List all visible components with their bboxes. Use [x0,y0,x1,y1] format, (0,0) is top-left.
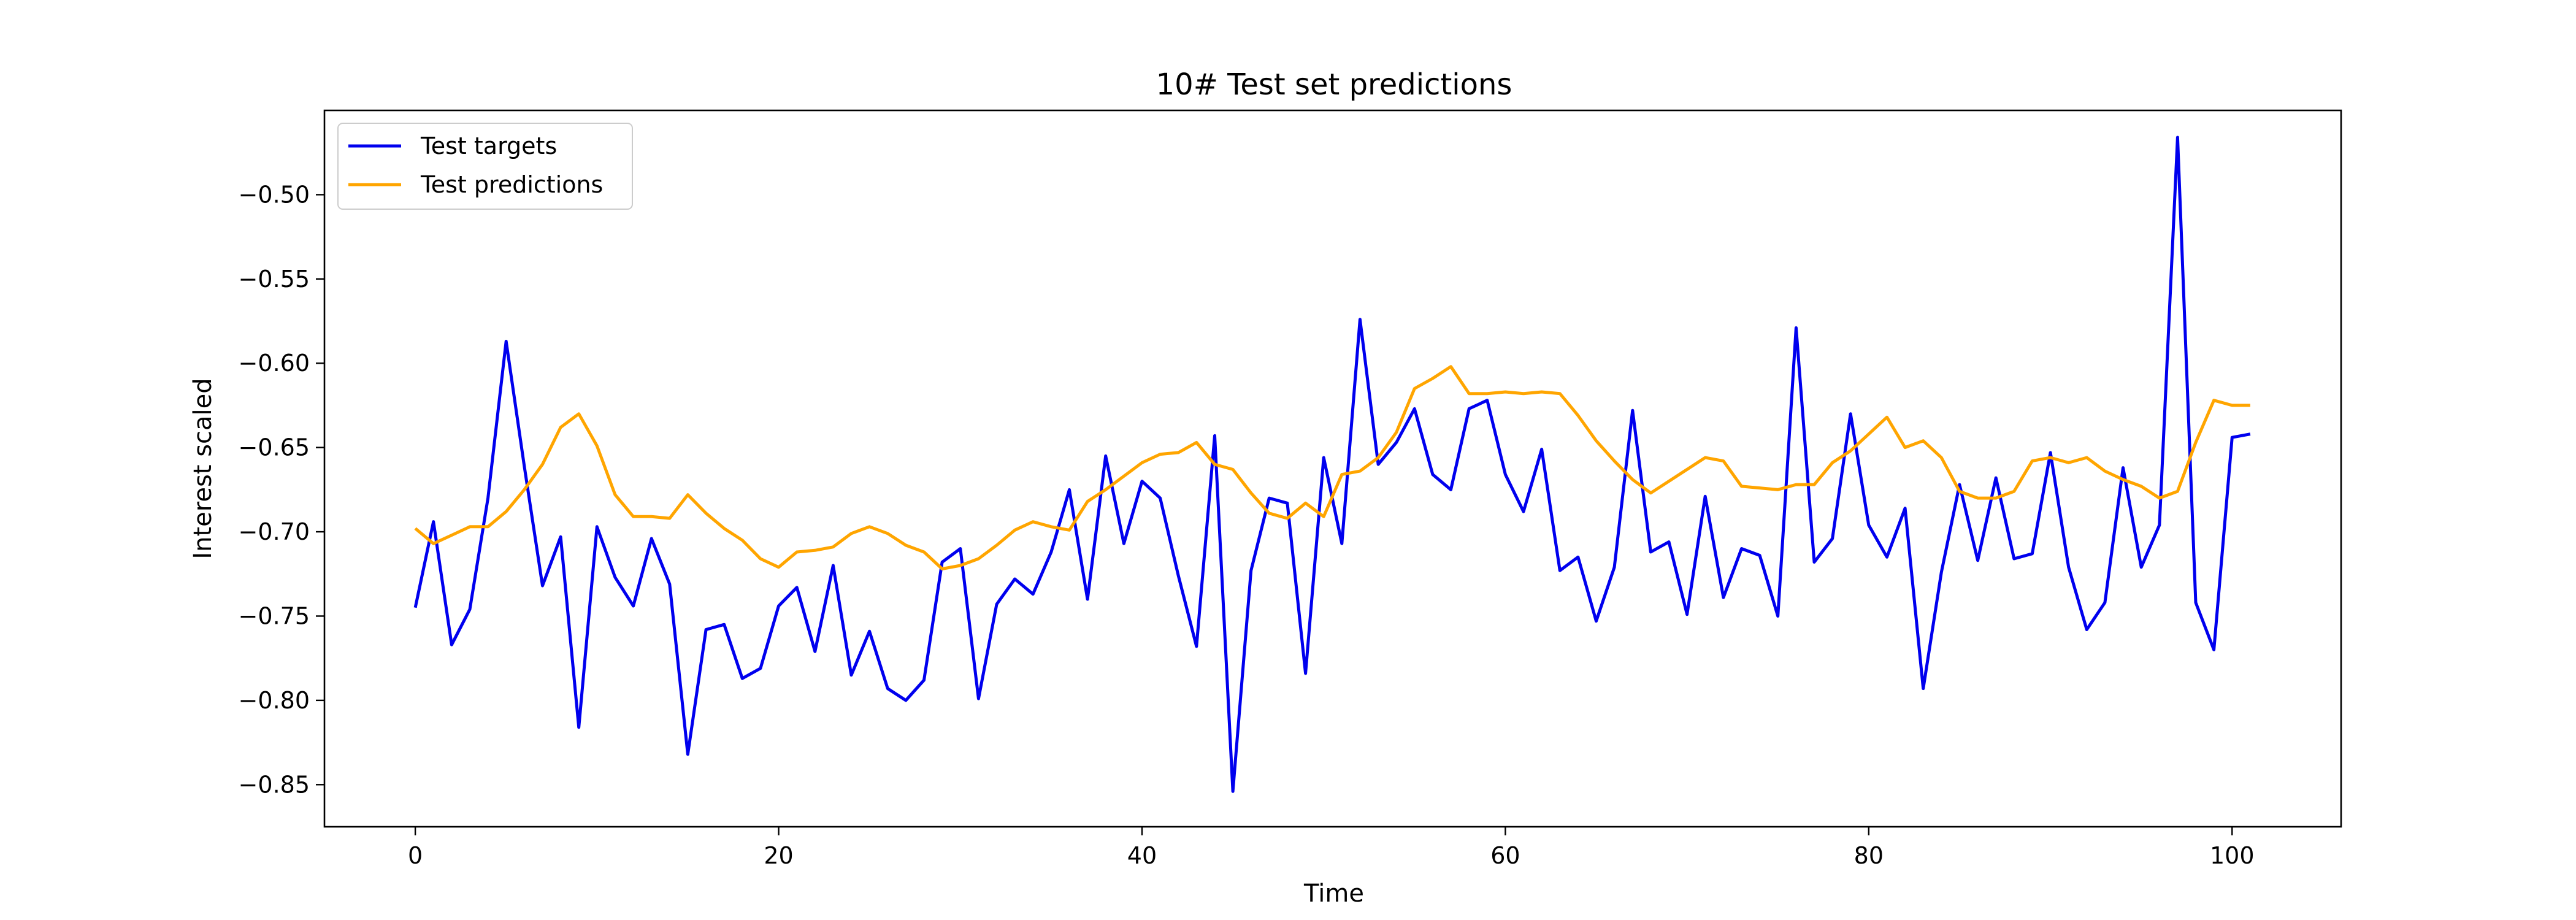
x-tick-label: 20 [764,842,793,869]
plot-area [324,110,2341,827]
y-tick-label: −0.80 [239,687,310,714]
series-line-test-targets [413,136,2251,793]
y-axis-label: Interest scaled [189,378,217,559]
legend-label-test-targets: Test targets [420,132,557,159]
y-tick-label: −0.60 [239,350,310,377]
series-line-test-predictions [414,365,2250,570]
legend: Test targets Test predictions [337,123,633,210]
x-tick-label: 80 [1854,842,1884,869]
x-axis-label: Time [1303,880,1364,908]
x-tick-label: 100 [2210,842,2255,869]
y-tick-label: −0.65 [239,434,310,461]
y-tick-label: −0.55 [239,266,310,293]
y-tick-label: −0.75 [239,602,310,629]
chart-title: 10# Test set predictions [1156,67,1512,102]
y-tick-label: −0.70 [239,518,310,545]
x-axis: 0 20 40 60 80 100 [408,827,2255,869]
legend-box [337,123,633,210]
plot-frame [323,109,2342,828]
y-tick-label: −0.50 [239,181,310,208]
x-tick-label: 0 [408,842,423,869]
y-tick-label: −0.85 [239,771,310,798]
y-axis: −0.85 −0.80 −0.75 −0.70 −0.65 −0.60 −0.55 −0.50 [239,181,324,798]
series-lines [413,136,2251,793]
legend-label-test-predictions: Test predictions [420,171,603,198]
x-tick-label: 40 [1127,842,1157,869]
x-tick-label: 60 [1490,842,1520,869]
